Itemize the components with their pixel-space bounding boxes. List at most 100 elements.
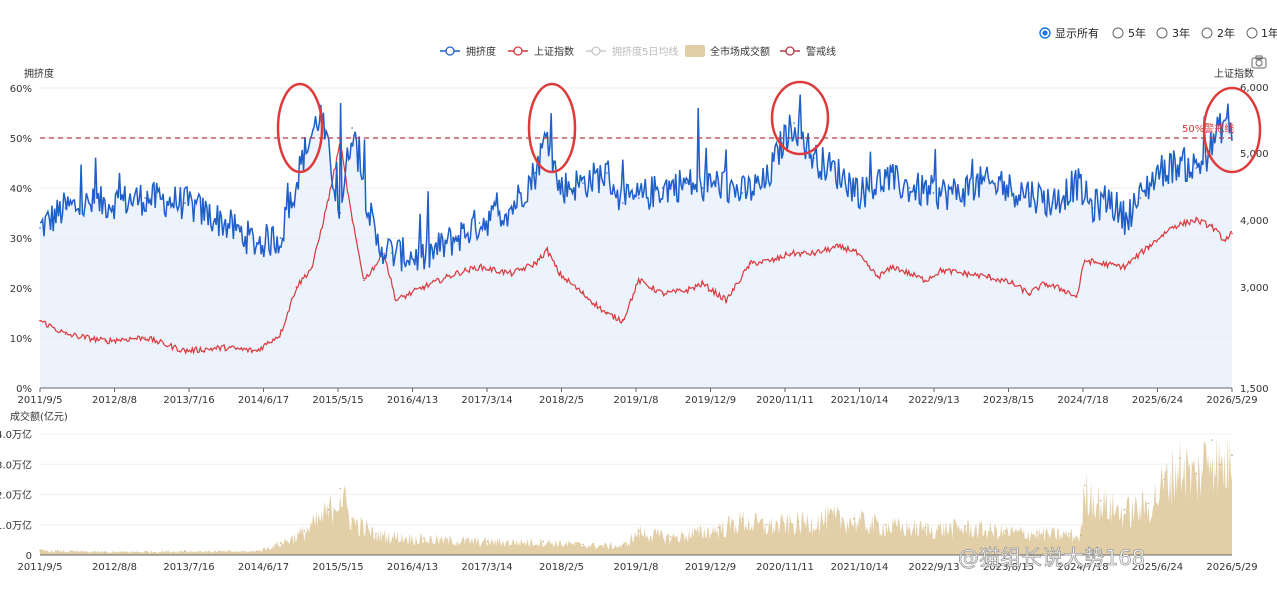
turnover-point <box>1123 508 1126 511</box>
peak-highlight-circle <box>527 82 577 174</box>
crowding-point <box>622 202 624 204</box>
index-point <box>661 292 664 295</box>
legend-item-turnover[interactable]: 全市场成交额 <box>685 45 770 58</box>
crowding-point <box>638 197 640 199</box>
legend-label: 拥挤度5日均线 <box>612 45 678 58</box>
index-point <box>1064 289 1066 292</box>
crowding-point <box>223 222 226 224</box>
crowding-point <box>255 242 258 244</box>
index-point <box>924 279 927 282</box>
range-option-2y[interactable]: 2年 <box>1201 26 1235 40</box>
crowding-point <box>303 152 306 154</box>
crowding-point <box>980 182 982 184</box>
x-tick-label: 2021/10/14 <box>831 395 889 406</box>
crowding-point <box>860 192 863 194</box>
x-tick-label: 2024/7/18 <box>1057 395 1108 406</box>
crowding-point <box>144 197 146 199</box>
index-point <box>1028 292 1030 295</box>
range-option-3y[interactable]: 3年 <box>1156 26 1190 40</box>
range-option-all[interactable]: 显示所有 <box>1039 26 1099 40</box>
turnover-point <box>1195 472 1197 475</box>
crowding-area <box>40 94 1232 388</box>
index-point <box>1231 232 1233 235</box>
crowding-point <box>1139 197 1142 199</box>
turnover-point <box>1211 439 1213 441</box>
crowding-point <box>813 157 815 159</box>
crowding-point <box>454 237 457 239</box>
crowding-point <box>884 177 887 179</box>
camera-icon[interactable] <box>1251 55 1267 69</box>
warning-line-label: 50%警戒线 <box>1182 122 1234 135</box>
crowding-point <box>701 187 704 189</box>
legend-label: 拥挤度 <box>466 45 496 58</box>
x-tick-label: 2014/6/17 <box>238 395 289 406</box>
legend-item-warning[interactable]: 警戒线 <box>780 45 836 58</box>
turnover-point <box>924 527 927 529</box>
index-point <box>773 259 775 262</box>
legend[interactable]: 拥挤度 上证指数 拥挤度5日均线 全市场成交额 警戒线 <box>440 45 836 58</box>
turnover-point <box>1231 454 1233 457</box>
crowding-point <box>717 182 720 184</box>
crowding-point <box>1028 192 1030 194</box>
index-point <box>478 266 481 268</box>
turnover-point <box>303 530 306 532</box>
turnover-point <box>339 487 342 490</box>
crowding-point <box>1231 132 1233 134</box>
turnover-point <box>1036 531 1038 534</box>
index-point <box>104 340 107 342</box>
index-point <box>558 272 560 275</box>
index-point <box>1211 225 1213 228</box>
crowding-point <box>478 222 481 224</box>
legend-label: 上证指数 <box>534 45 574 58</box>
crowding-area-fill <box>40 94 1232 388</box>
bottom-x-tick-label: 2023/8/15 <box>983 562 1034 573</box>
crowding-point <box>534 172 537 174</box>
legend-item-index[interactable]: 上证指数 <box>508 45 574 58</box>
index-point <box>295 286 298 288</box>
turnover-point <box>638 530 640 532</box>
crowding-point <box>1219 127 1221 129</box>
crowding-point <box>908 187 911 189</box>
index-point <box>1075 296 1078 298</box>
turnover-point <box>1099 499 1102 502</box>
index-point <box>1083 259 1086 262</box>
turnover-point <box>423 537 425 540</box>
index-point <box>339 142 342 144</box>
y-left-tick-label: 50% <box>10 134 32 145</box>
turnover-point <box>741 517 744 520</box>
index-point <box>64 333 67 335</box>
turnover-point <box>255 550 258 553</box>
turnover-point <box>829 514 831 517</box>
bottom-y-tick-label: 1.0万亿 <box>0 519 32 532</box>
turnover-point <box>327 508 330 511</box>
crowding-point <box>1195 167 1197 169</box>
turnover-point <box>717 527 720 529</box>
x-tick-label: 2015/5/15 <box>312 395 363 406</box>
peak-highlight-circle <box>770 80 830 156</box>
index-point <box>837 246 839 248</box>
index-point <box>685 289 688 292</box>
index-point <box>964 272 967 275</box>
turnover-point <box>1179 457 1181 460</box>
crowding-line <box>39 94 1233 272</box>
range-option-label: 1年 <box>1261 26 1277 40</box>
bottom-chart-title: 成交额(亿元) <box>10 410 68 423</box>
range-option-5y[interactable]: 5年 <box>1112 26 1146 40</box>
index-point <box>144 336 146 339</box>
legend-item-crowding[interactable]: 拥挤度 <box>440 45 496 58</box>
range-option-1y[interactable]: 1年 <box>1246 26 1277 40</box>
range-option-label: 2年 <box>1217 26 1235 40</box>
turnover-point <box>1083 484 1086 487</box>
crowding-point <box>932 192 935 194</box>
turnover-point <box>884 524 887 526</box>
legend-item-ma5[interactable]: 拥挤度5日均线 <box>586 45 678 58</box>
bottom-x-tick-label: 2024/7/18 <box>1057 562 1108 573</box>
range-selector[interactable]: 显示所有 5年 3年 2年 1年 <box>1039 26 1277 40</box>
index-point <box>749 262 752 265</box>
index-point <box>395 299 397 302</box>
crowding-point <box>423 257 425 259</box>
turnover-point <box>1004 530 1006 532</box>
index-point <box>789 252 791 255</box>
